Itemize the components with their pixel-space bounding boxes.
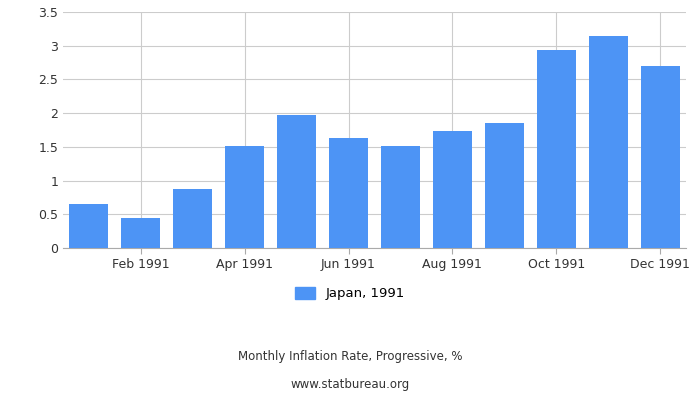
Bar (381, 146, 420, 248)
Bar (433, 131, 472, 248)
Text: Monthly Inflation Rate, Progressive, %: Monthly Inflation Rate, Progressive, % (238, 350, 462, 363)
Bar (121, 218, 160, 248)
Bar (329, 138, 368, 248)
Bar (174, 189, 212, 248)
Bar (225, 146, 264, 248)
Bar (485, 123, 524, 248)
Bar (277, 115, 316, 248)
Bar (537, 50, 575, 248)
Bar (640, 66, 680, 248)
Bar (589, 36, 628, 248)
Text: www.statbureau.org: www.statbureau.org (290, 378, 410, 391)
Legend: Japan, 1991: Japan, 1991 (290, 282, 410, 306)
Bar (69, 204, 108, 248)
